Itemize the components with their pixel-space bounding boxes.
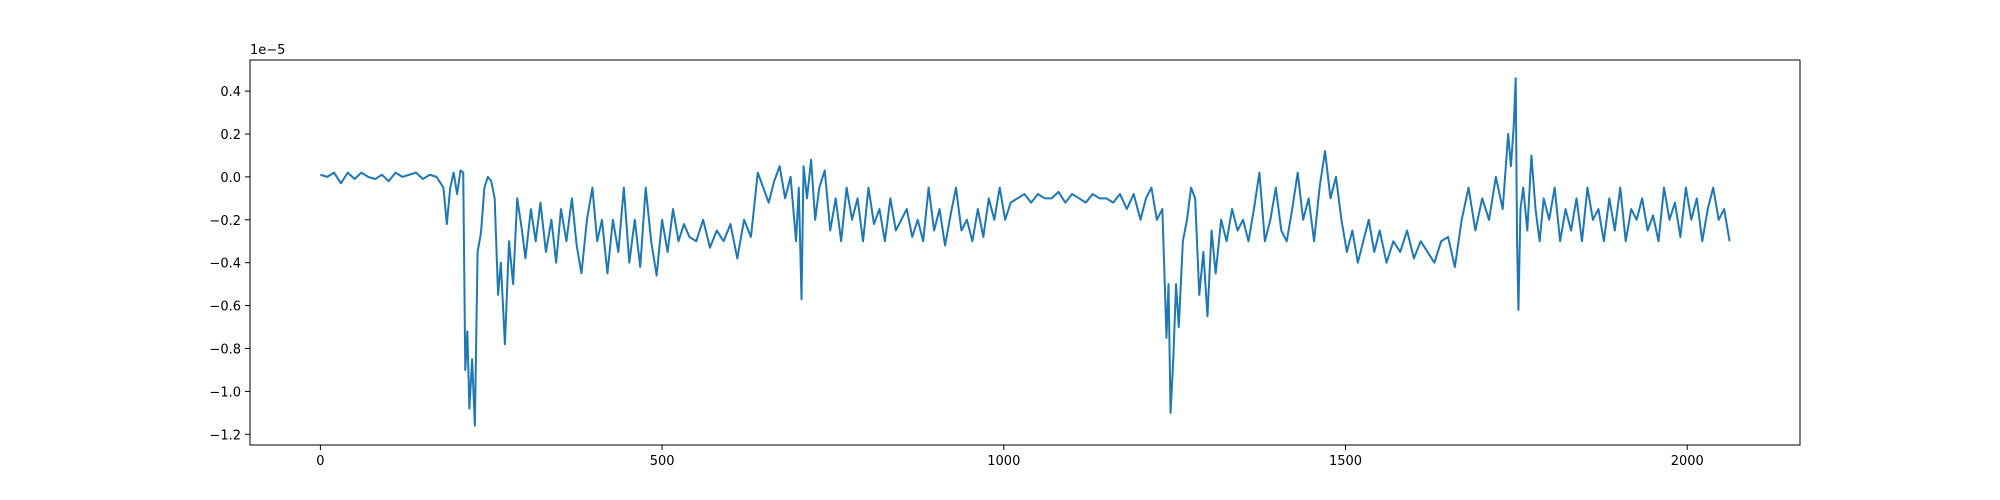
data-line (320, 77, 1731, 427)
y-offset-label: 1e−5 (250, 43, 285, 58)
x-tick-label: 0 (316, 454, 324, 469)
y-tick-label: −0.6 (209, 300, 241, 315)
y-tick-label: −0.4 (209, 257, 241, 272)
x-tick-label: 1000 (987, 454, 1020, 469)
x-tick-label: 1500 (1329, 454, 1362, 469)
y-tick-label: 0.0 (220, 171, 241, 186)
x-tick-label: 500 (650, 454, 675, 469)
plot-frame (249, 59, 1801, 446)
y-tick-label: −1.0 (209, 385, 241, 400)
y-tick-label: 0.4 (220, 85, 241, 100)
y-tick-label: 0.2 (220, 128, 241, 143)
y-tick-label: −0.2 (209, 214, 241, 229)
x-tick-label: 2000 (1671, 454, 1704, 469)
y-tick-label: −1.2 (209, 428, 241, 443)
y-tick-label: −0.8 (209, 342, 241, 357)
